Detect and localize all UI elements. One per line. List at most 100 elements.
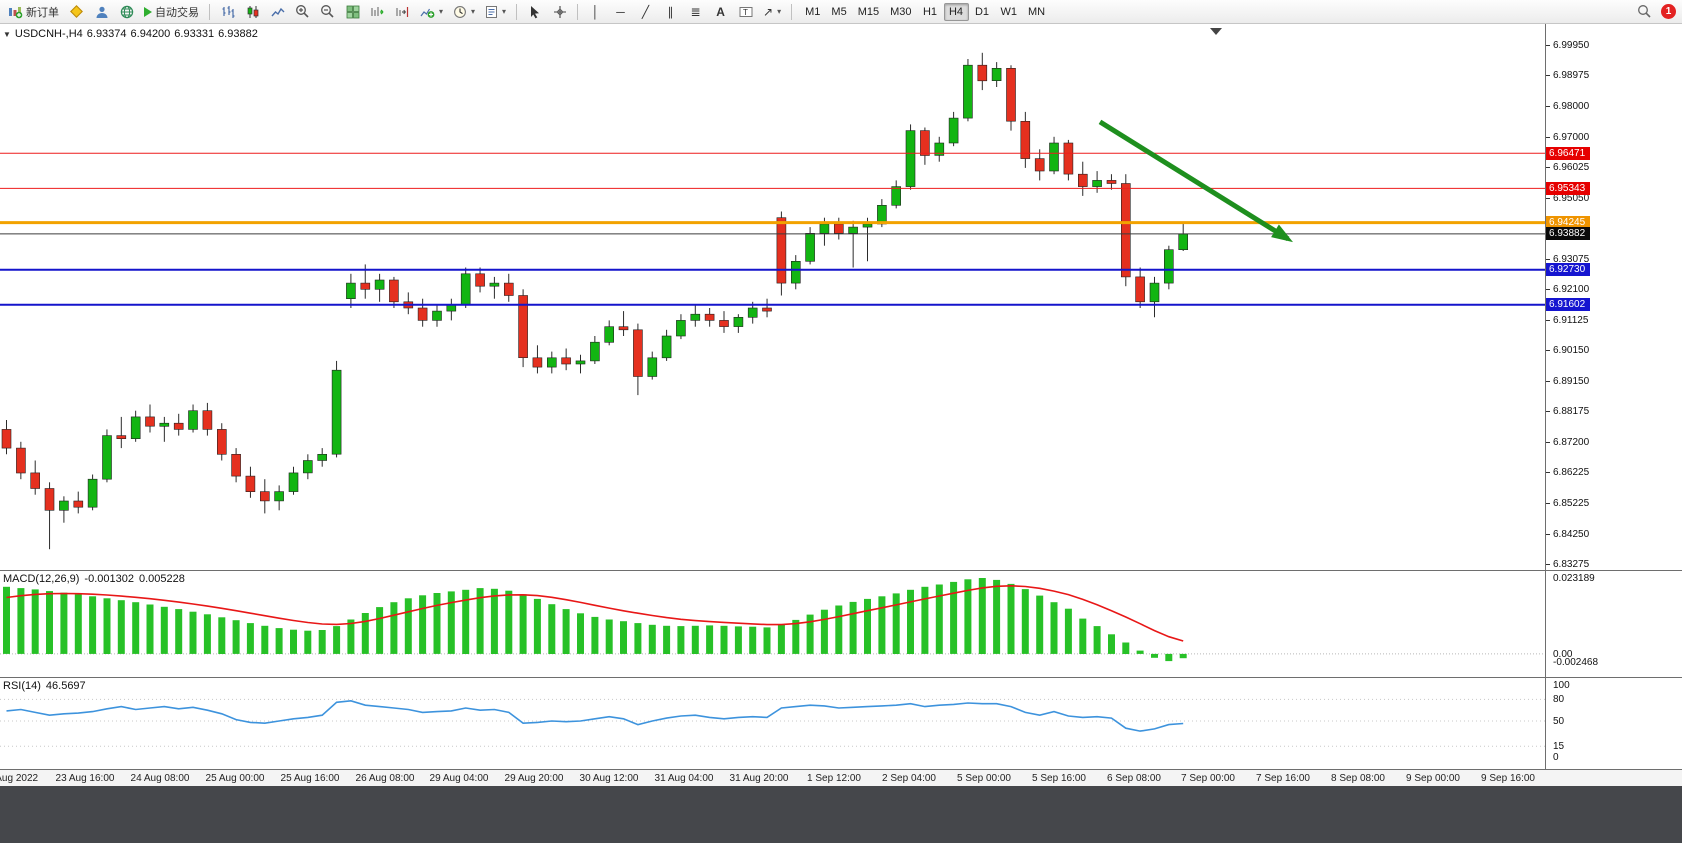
auto-trading-button[interactable]: 自动交易 xyxy=(140,2,203,22)
bear-candle xyxy=(1121,183,1131,278)
macd-histogram-bar xyxy=(605,619,613,654)
timeframe-button-m1[interactable]: M1 xyxy=(805,5,821,18)
time-axis-label: 8 Sep 08:00 xyxy=(1331,773,1385,784)
timeframe-button-h4[interactable]: H4 xyxy=(943,2,969,21)
indicators-icon xyxy=(420,8,435,18)
templates-button[interactable]: ▾ xyxy=(481,2,510,22)
price-tick-label: 6.87200 xyxy=(1553,437,1590,448)
price-tick-mark xyxy=(1546,106,1550,107)
open-value: 6.93374 xyxy=(86,28,127,40)
candlestick-chart-button[interactable] xyxy=(241,2,264,22)
bear-candle xyxy=(145,416,155,427)
clock-icon xyxy=(454,5,466,18)
macd-histogram-bar xyxy=(835,605,843,654)
macd-histogram-bar xyxy=(175,609,183,654)
community-button[interactable] xyxy=(115,2,138,22)
bear-candle xyxy=(360,282,371,290)
price-tick-label: 6.89150 xyxy=(1553,376,1590,387)
timeframe-button-m15[interactable]: M15 xyxy=(857,5,880,18)
bear-candle xyxy=(30,472,41,489)
rsi-pane[interactable] xyxy=(0,678,1545,769)
macd-histogram-bar xyxy=(1079,618,1087,654)
notification-badge[interactable]: 1 xyxy=(1661,4,1676,19)
bear-candle xyxy=(245,475,256,493)
price-tick-mark xyxy=(1546,534,1550,535)
price-axis[interactable]: 6.99950 6.98975 6.98000 6.97000 6.96025 6.950… xyxy=(1545,24,1682,769)
pane-separator[interactable] xyxy=(0,570,1682,571)
bar-chart-button[interactable] xyxy=(216,2,239,22)
price-level-box: 6.92730 xyxy=(1546,263,1590,276)
bull-candle xyxy=(130,416,141,439)
price-chart-pane[interactable] xyxy=(0,24,1545,571)
auto-scroll-button[interactable] xyxy=(366,2,389,22)
macd-histogram-bar xyxy=(390,602,398,654)
timeframe-button-mn[interactable]: MN xyxy=(1028,5,1046,18)
bull-candle xyxy=(59,500,69,511)
vertical-line-button[interactable]: │ xyxy=(584,2,607,22)
text-button[interactable]: A xyxy=(709,2,732,22)
arrows-button[interactable]: ↗ ▾ xyxy=(759,2,785,22)
search-button[interactable] xyxy=(1633,2,1656,22)
bull-candle xyxy=(934,142,945,156)
macd-histogram-bar xyxy=(1151,653,1158,658)
macd-histogram-bar xyxy=(763,627,771,654)
chart-shift-button[interactable] xyxy=(391,2,414,22)
bull-candle xyxy=(647,357,658,377)
fibonacci-button[interactable]: ≣ xyxy=(684,2,707,22)
new-order-button[interactable]: 新订单 xyxy=(4,2,63,22)
macd-histogram-bar xyxy=(318,630,326,654)
crosshair-button[interactable] xyxy=(548,2,571,22)
macd-histogram-bar xyxy=(103,598,111,654)
chart-window[interactable]: ▼ USDCNH-,H4 6.93374 6.94200 6.93331 6.93882 … xyxy=(0,24,1545,769)
price-tick-mark xyxy=(1546,503,1550,504)
current-price-box: 6.93882 xyxy=(1546,227,1590,240)
bear-candle xyxy=(776,217,787,284)
price-tick-mark xyxy=(1546,564,1550,565)
periods-button[interactable]: ▾ xyxy=(449,2,479,22)
timeframe-button-h1[interactable]: H1 xyxy=(922,5,938,18)
cursor-icon xyxy=(531,5,540,18)
zoom-in-icon xyxy=(296,5,309,18)
line-chart-button[interactable] xyxy=(266,2,289,22)
bull-candle xyxy=(274,491,284,502)
price-tick-mark xyxy=(1546,350,1550,351)
timeframe-button-w1[interactable]: W1 xyxy=(1000,5,1018,18)
metaeditor-button[interactable] xyxy=(65,2,88,22)
macd-histogram-bar xyxy=(505,590,513,654)
pane-separator[interactable] xyxy=(0,677,1682,678)
macd-histogram-bar xyxy=(548,604,556,654)
timeframe-button-m30[interactable]: M30 xyxy=(890,5,912,18)
line-chart-icon xyxy=(270,7,284,16)
chart-shift-marker[interactable] xyxy=(1210,28,1222,35)
text-label-button[interactable]: T xyxy=(734,2,757,22)
zoom-out-button[interactable] xyxy=(316,2,339,22)
horizontal-line-button[interactable]: ─ xyxy=(609,2,632,22)
bear-candle xyxy=(1034,158,1045,172)
diamond-icon xyxy=(70,5,83,18)
cursor-button[interactable] xyxy=(523,2,546,22)
time-axis-label: 2 Sep 04:00 xyxy=(882,773,936,784)
timeframe-button-m5[interactable]: M5 xyxy=(831,5,847,18)
profile-button[interactable] xyxy=(90,2,113,22)
macd-histogram-bar xyxy=(261,625,269,654)
trendline-button[interactable]: ╱ xyxy=(634,2,657,22)
channel-button[interactable]: ∥ xyxy=(659,2,682,22)
indicators-button[interactable]: ▾ xyxy=(416,2,447,22)
bottom-panel xyxy=(0,786,1682,843)
tile-windows-button[interactable] xyxy=(341,2,364,22)
rsi-scale-label: 0 xyxy=(1553,752,1559,763)
macd-histogram-bar xyxy=(620,621,627,654)
time-axis-label: 7 Sep 16:00 xyxy=(1256,773,1310,784)
timeframe-button-d1[interactable]: D1 xyxy=(974,5,990,18)
time-axis[interactable]: 23 Aug 2022 23 Aug 16:00 24 Aug 08:00 25 Au… xyxy=(0,769,1682,786)
price-level-box: 6.95343 xyxy=(1546,182,1590,195)
macd-pane[interactable] xyxy=(0,571,1545,677)
price-tick-mark xyxy=(1546,198,1550,199)
macd-histogram-bar xyxy=(404,598,412,654)
trend-arrow-line[interactable] xyxy=(1098,119,1290,242)
zoom-in-button[interactable] xyxy=(291,2,314,22)
macd-histogram-bar xyxy=(490,588,498,654)
bull-candle xyxy=(446,304,457,312)
auto-trading-label: 自动交易 xyxy=(155,6,199,19)
macd-histogram-bar xyxy=(189,611,197,654)
